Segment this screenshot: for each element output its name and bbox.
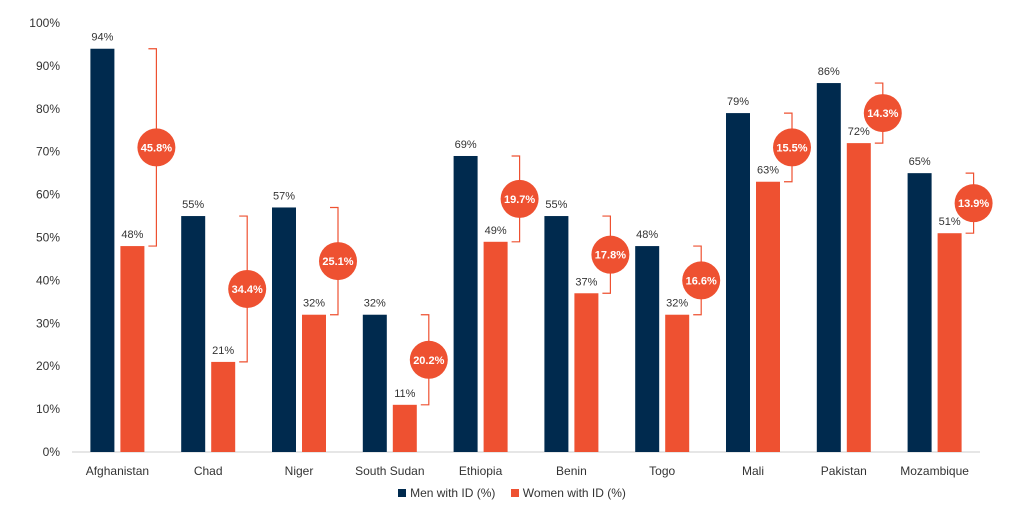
data-label-women: 48% <box>121 229 143 241</box>
data-label-men: 55% <box>182 199 204 211</box>
gap-label: 17.8% <box>595 250 626 262</box>
gap-bubble <box>682 261 721 300</box>
bar-men <box>635 246 660 452</box>
bar-men <box>181 216 206 452</box>
gap-label: 45.8% <box>141 142 172 154</box>
x-tick-label: Ethiopia <box>459 464 503 478</box>
legend-item-men: Men with ID (%) <box>398 486 495 500</box>
bar-women <box>392 404 417 452</box>
y-tick-label: 90% <box>36 59 60 73</box>
data-label-women: 32% <box>666 298 688 310</box>
bar-men <box>453 155 478 453</box>
gap-bubble <box>591 235 630 274</box>
bar-women <box>211 361 236 452</box>
bar-men <box>726 113 750 452</box>
bar-men <box>90 48 115 453</box>
gap-label: 16.6% <box>686 275 717 287</box>
gap-label: 13.9% <box>958 198 989 210</box>
legend-label-men: Men with ID (%) <box>410 486 496 500</box>
gap-bubble <box>863 94 902 133</box>
gap-bubble <box>228 269 267 308</box>
gap-label: 34.4% <box>232 284 263 296</box>
bar-men <box>544 216 569 452</box>
x-tick-label: South Sudan <box>355 464 424 478</box>
bar-men <box>362 314 387 452</box>
data-label-men: 57% <box>273 190 295 202</box>
legend-label-women: Women with ID (%) <box>522 486 626 500</box>
legend: Men with ID (%) Women with ID (%) <box>0 486 1024 500</box>
x-tick-label: Togo <box>649 464 675 478</box>
data-label-women: 32% <box>303 298 325 310</box>
y-tick-label: 20% <box>36 359 60 373</box>
legend-item-women: Women with ID (%) <box>510 486 626 500</box>
data-label-men: 55% <box>545 199 567 211</box>
y-tick-label: 40% <box>36 273 60 287</box>
legend-swatch-men <box>398 489 407 497</box>
data-label-men: 32% <box>364 298 386 310</box>
data-label-women: 37% <box>575 276 597 288</box>
y-tick-label: 10% <box>36 402 60 416</box>
x-tick-label: Mozambique <box>900 464 969 478</box>
gap-label: 15.5% <box>776 142 807 154</box>
data-label-women: 11% <box>394 388 415 400</box>
data-label-women: 63% <box>757 165 779 177</box>
gap-bubble <box>319 242 357 281</box>
y-tick-label: 30% <box>36 316 60 330</box>
x-tick-label: Niger <box>285 464 314 478</box>
x-tick-label: Afghanistan <box>86 464 149 478</box>
x-tick-label: Benin <box>556 464 587 478</box>
data-label-men: 86% <box>818 66 840 78</box>
x-tick-label: Mali <box>742 464 764 478</box>
bar-men <box>907 173 932 452</box>
data-label-women: 51% <box>939 216 961 228</box>
y-tick-label: 60% <box>36 188 60 202</box>
gap-bubble <box>409 340 448 379</box>
data-label-men: 48% <box>636 229 658 241</box>
gap-label: 20.2% <box>413 355 444 367</box>
bar-men <box>816 83 841 452</box>
data-label-men: 94% <box>91 32 113 44</box>
y-tick-label: 70% <box>36 145 60 159</box>
gap-label: 25.1% <box>322 256 353 268</box>
data-label-women: 49% <box>485 225 507 237</box>
y-tick-label: 100% <box>29 16 60 30</box>
gap-bubble <box>500 179 539 218</box>
bar-women <box>483 241 508 452</box>
data-label-men: 65% <box>909 156 931 168</box>
bar-women <box>302 314 326 452</box>
y-tick-label: 0% <box>43 445 61 459</box>
data-label-women: 72% <box>848 126 870 138</box>
gap-label: 14.3% <box>867 108 898 120</box>
bar-women <box>846 143 871 452</box>
y-tick-label: 50% <box>36 231 60 245</box>
bar-women <box>574 293 599 452</box>
gap-bubble <box>773 128 811 167</box>
bar-women <box>120 246 145 452</box>
x-tick-label: Pakistan <box>821 464 867 478</box>
bar-women <box>937 233 962 452</box>
data-label-men: 69% <box>455 139 477 151</box>
bar-women <box>756 181 780 453</box>
gap-label: 19.7% <box>504 194 535 206</box>
data-label-women: 21% <box>212 345 234 357</box>
gap-bubble <box>954 184 993 223</box>
x-tick-label: Chad <box>194 464 223 478</box>
bar-men <box>272 207 296 452</box>
legend-swatch-women <box>510 489 519 497</box>
chart-svg: 0% 10% 20% 30% 40% 50% 60% 70% 80% 90% 100% 94% 48% A… <box>29 16 993 478</box>
data-label-men: 79% <box>727 96 749 108</box>
bar-women <box>665 314 690 452</box>
y-tick-label: 80% <box>36 102 60 116</box>
gap-bubble <box>137 128 176 167</box>
